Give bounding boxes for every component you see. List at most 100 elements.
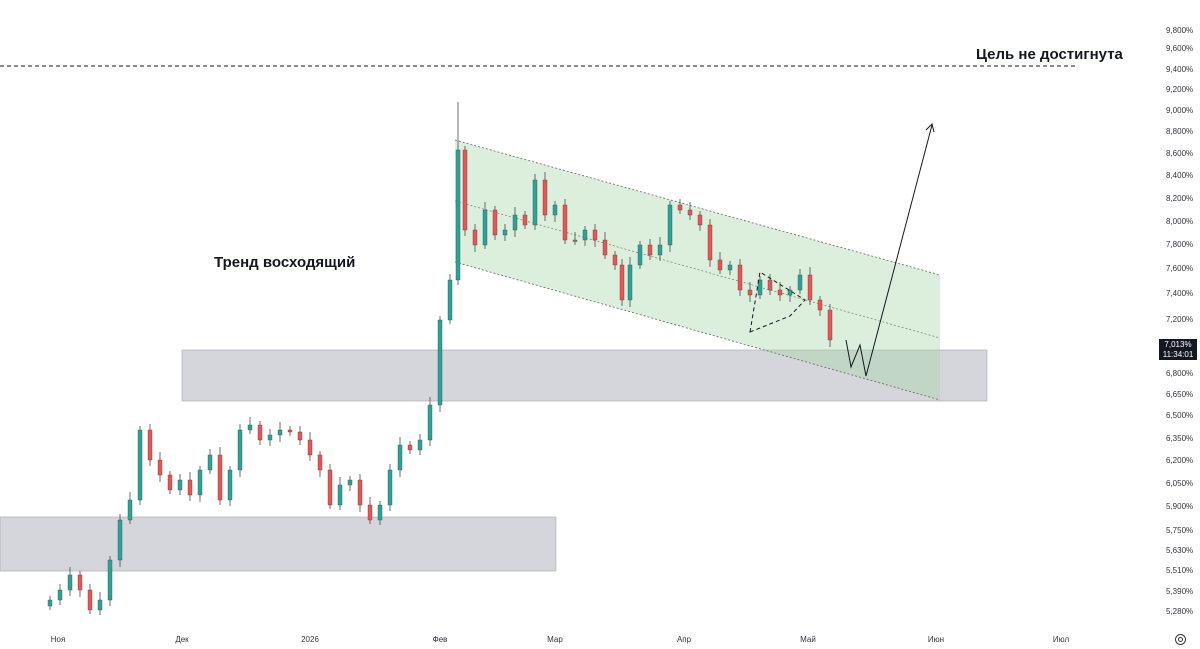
candle-body xyxy=(552,204,558,216)
candle-body xyxy=(417,439,423,451)
candle-body xyxy=(562,204,568,241)
candle-body xyxy=(307,439,313,456)
candle-body xyxy=(67,574,73,591)
candle-body xyxy=(427,404,433,441)
candle-body xyxy=(227,469,233,501)
candle-body xyxy=(187,479,193,496)
candle-body xyxy=(717,259,723,271)
candle-body xyxy=(687,209,693,216)
candle-body xyxy=(707,224,713,261)
y-tick-label: 7,200% xyxy=(1166,315,1193,324)
y-tick-label: 9,600% xyxy=(1166,44,1193,53)
candle-body xyxy=(397,444,403,471)
candle-body xyxy=(767,279,773,291)
current-price-tag: 7,013% 11:34:01 xyxy=(1159,339,1197,360)
candle-body xyxy=(287,429,293,433)
candle-body xyxy=(127,499,133,521)
candle-body xyxy=(97,599,103,611)
candle-body xyxy=(357,479,363,506)
x-tick-label: Ноя xyxy=(51,635,66,644)
current-price-time: 11:34:01 xyxy=(1162,350,1194,359)
y-tick-label: 7,600% xyxy=(1166,264,1193,273)
candle-body xyxy=(462,149,468,231)
candle-body xyxy=(612,254,618,266)
channel-lower-line xyxy=(454,261,941,401)
y-tick-label: 5,630% xyxy=(1166,546,1193,555)
settings-icon[interactable] xyxy=(1175,634,1186,645)
y-tick-label: 8,400% xyxy=(1166,171,1193,180)
candle-body xyxy=(197,469,203,496)
candle-body xyxy=(482,209,488,246)
candle-body xyxy=(582,229,588,241)
candle-body xyxy=(117,519,123,561)
candle-body xyxy=(627,264,633,301)
x-tick-label: Мар xyxy=(547,635,563,644)
channel-fill xyxy=(455,140,940,400)
candle-body xyxy=(257,424,263,441)
candle-body xyxy=(727,264,733,271)
y-tick-label: 6,200% xyxy=(1166,456,1193,465)
candle-body xyxy=(437,319,443,406)
candle-body xyxy=(327,469,333,506)
y-tick-label: 9,200% xyxy=(1166,85,1193,94)
y-tick-label: 6,050% xyxy=(1166,479,1193,488)
candle-body xyxy=(472,229,478,246)
candle-body xyxy=(502,229,508,236)
candle-body xyxy=(455,149,461,281)
candle-body xyxy=(602,239,608,256)
forecast-path xyxy=(845,124,933,377)
x-tick-label: Дек xyxy=(175,635,189,644)
candle-body xyxy=(377,504,383,521)
y-tick-label: 6,500% xyxy=(1166,411,1193,420)
candle-body xyxy=(697,214,703,226)
y-tick-label: 8,600% xyxy=(1166,149,1193,158)
candle-body xyxy=(777,289,783,296)
candle-body xyxy=(747,289,753,296)
candle-body xyxy=(592,229,598,241)
candle-body xyxy=(207,454,213,471)
candle-body xyxy=(492,209,498,236)
candle-body xyxy=(177,479,183,491)
y-tick-label: 5,390% xyxy=(1166,587,1193,596)
candle-body xyxy=(47,599,53,607)
candle-body xyxy=(87,589,93,611)
y-tick-label: 5,750% xyxy=(1166,526,1193,535)
y-axis: 9,800% 9,600% 9,400% 9,200% 9,000% 8,800% 8,60… xyxy=(1166,26,1193,616)
y-tick-label: 8,800% xyxy=(1166,127,1193,136)
y-tick-label: 9,800% xyxy=(1166,26,1193,35)
candle-body xyxy=(107,559,113,601)
candle-body xyxy=(387,469,393,506)
x-axis: Ноя Дек 2026 Фев Мар Апр Май Июн Июл xyxy=(51,635,1070,644)
y-tick-label: 6,650% xyxy=(1166,390,1193,399)
candle-body xyxy=(147,429,153,461)
candle-body xyxy=(797,274,803,291)
candle-body xyxy=(447,279,453,321)
candle-body xyxy=(542,179,548,216)
candle-body xyxy=(657,244,663,256)
candle-body xyxy=(137,429,143,501)
candle-body xyxy=(532,179,538,226)
candle-body xyxy=(787,289,793,296)
candle-body xyxy=(157,459,163,476)
y-tick-label: 6,800% xyxy=(1166,369,1193,378)
candle-body xyxy=(737,264,743,291)
candle-body xyxy=(237,429,243,471)
candle-body xyxy=(807,274,813,301)
x-tick-label: 2026 xyxy=(301,635,319,644)
candle-body xyxy=(347,479,353,486)
x-tick-label: Май xyxy=(800,635,816,644)
candle-body xyxy=(637,244,643,266)
candle-body xyxy=(572,239,578,242)
current-price-value: 7,013% xyxy=(1164,340,1192,349)
drawings xyxy=(0,65,1075,377)
support-zone xyxy=(0,516,557,572)
candle-body xyxy=(297,431,303,441)
y-tick-label: 8,000% xyxy=(1166,217,1193,226)
y-tick-label: 7,800% xyxy=(1166,240,1193,249)
y-tick-label: 5,280% xyxy=(1166,607,1193,616)
triangle-pattern xyxy=(749,271,806,333)
candle-body xyxy=(337,484,343,506)
trend-annotation: Тренд восходящий xyxy=(214,254,355,271)
support-zones xyxy=(0,349,988,572)
candle-body xyxy=(817,299,823,311)
